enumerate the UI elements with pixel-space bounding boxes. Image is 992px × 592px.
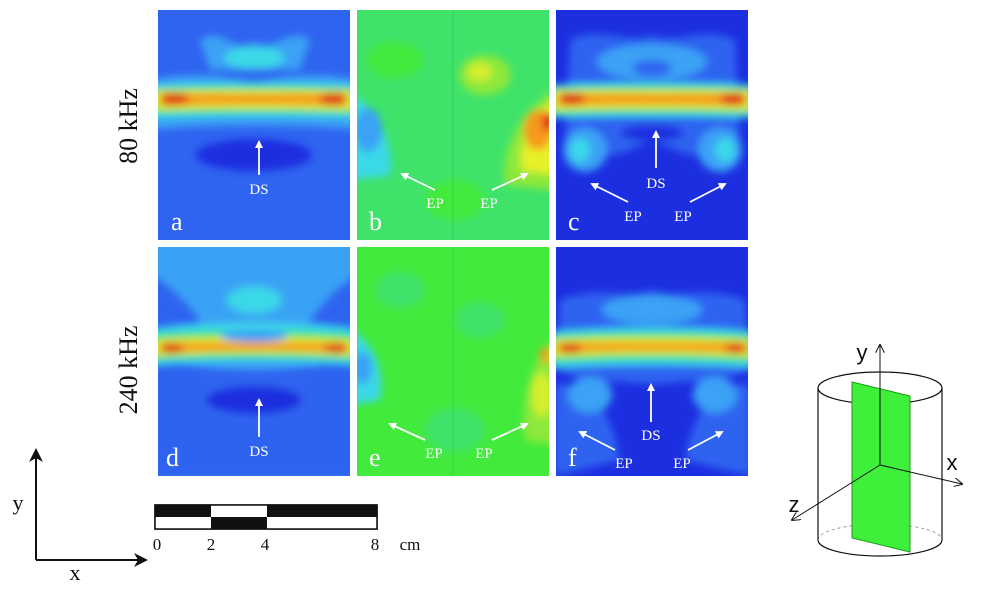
panel-b-ep-label-right: EP bbox=[480, 196, 498, 212]
panel-f-letter: f bbox=[568, 443, 577, 472]
panel-f-ep-arrow-left bbox=[578, 431, 616, 451]
scale-bar-tick-2: 2 bbox=[207, 535, 216, 554]
panel-c-ep-label-right: EP bbox=[674, 209, 692, 225]
scale-bar-tick-4: 4 bbox=[261, 535, 270, 554]
panel-d-letter: d bbox=[166, 443, 179, 472]
panel-e-ep-arrow-left bbox=[388, 422, 426, 441]
cutting-plane bbox=[851, 381, 911, 553]
row-label-80khz: 80 kHz bbox=[114, 88, 143, 164]
cylinder-bottom-arc bbox=[817, 539, 943, 557]
scale-bar-tick-0: 0 bbox=[153, 535, 162, 554]
cylinder-z-axis bbox=[792, 464, 881, 520]
panel-c-ds-label: DS bbox=[646, 176, 665, 192]
panel-c-ep-arrow-left bbox=[590, 183, 629, 203]
panel-a bbox=[158, 10, 350, 240]
panel-c-ep-label-left: EP bbox=[624, 209, 642, 225]
row-label-240khz: 240 kHz bbox=[114, 326, 143, 415]
axes-2d-y-label: y bbox=[13, 490, 24, 515]
panel-d-ds-label: DS bbox=[249, 444, 268, 460]
panel-e-letter: e bbox=[369, 443, 381, 472]
panel-e-ep-label-left: EP bbox=[425, 446, 443, 462]
panel-f-ep-arrow-right bbox=[687, 431, 724, 451]
panel-d bbox=[158, 247, 350, 476]
panel-b-letter: b bbox=[369, 207, 382, 236]
scale-bar-unit: cm bbox=[400, 535, 421, 554]
axes-2d-x-label: x bbox=[70, 560, 81, 585]
panel-b-ep-arrow-right bbox=[491, 172, 529, 191]
cylinder-z-label: z bbox=[789, 492, 800, 517]
panel-f-ep-label-right: EP bbox=[673, 456, 691, 472]
panel-b-ep-label-left: EP bbox=[426, 196, 444, 212]
panel-f-ds-label: DS bbox=[641, 428, 660, 444]
cylinder-diagram: y x z bbox=[789, 340, 963, 557]
cylinder-x-axis bbox=[879, 464, 962, 484]
panel-c-letter: c bbox=[568, 207, 580, 236]
panel-f-ep-label-left: EP bbox=[615, 456, 633, 472]
panel-e-ep-label-right: EP bbox=[475, 446, 493, 462]
panel-a-ds-label: DS bbox=[249, 182, 268, 198]
panel-b-ep-arrow-left bbox=[400, 173, 436, 191]
cylinder-y-label: y bbox=[857, 340, 868, 365]
panel-a-letter: a bbox=[171, 207, 183, 236]
panel-f bbox=[556, 247, 748, 476]
axes-2d: y x bbox=[13, 448, 148, 585]
panel-c-ep-arrow-right bbox=[689, 183, 727, 203]
scale-bar: 0 2 4 8 cm bbox=[153, 504, 421, 554]
panel-b bbox=[357, 10, 549, 240]
panel-e bbox=[357, 247, 549, 476]
panel-e-ep-arrow-right bbox=[491, 422, 529, 441]
panel-c bbox=[556, 10, 748, 240]
cylinder-x-label: x bbox=[947, 450, 958, 475]
scale-bar-tick-8: 8 bbox=[371, 535, 380, 554]
